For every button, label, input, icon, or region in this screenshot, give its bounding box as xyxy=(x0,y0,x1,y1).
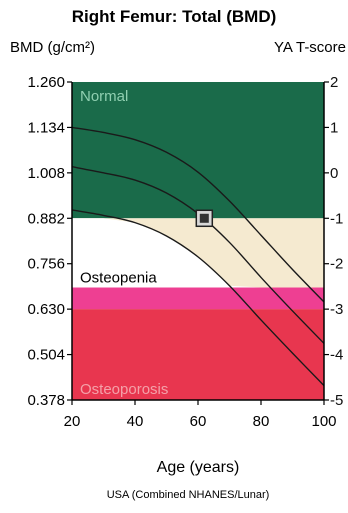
x-tick-label: 100 xyxy=(311,413,336,430)
patient-marker-inner xyxy=(200,214,209,223)
plot-area: Normal Osteopenia Osteoporosis xyxy=(72,82,324,400)
x-tick-label: 60 xyxy=(190,413,207,430)
zone-label-osteopenia: Osteopenia xyxy=(80,270,157,287)
x-tick-label: 80 xyxy=(253,413,270,430)
y-axis-label: BMD (g/cm²) xyxy=(10,39,95,56)
y-tick-label: 0.630 xyxy=(27,301,65,318)
t-score-tick-label: -4 xyxy=(330,347,343,364)
x-tick-label: 40 xyxy=(127,413,144,430)
y-tick-label: 1.260 xyxy=(27,74,65,91)
y-tick-label: 1.134 xyxy=(27,119,65,136)
y-tick-label: 0.756 xyxy=(27,256,65,273)
y-tick-label: 1.008 xyxy=(27,165,65,182)
y-tick-label: 0.882 xyxy=(27,210,65,227)
t-score-tick-label: -5 xyxy=(330,392,343,409)
y-tick-label: 0.378 xyxy=(27,392,65,409)
t-score-tick-label: 0 xyxy=(330,165,338,182)
y-tick-label: 0.504 xyxy=(27,347,65,364)
t-score-axis-label: YA T-score xyxy=(274,39,346,56)
x-tick-label: 20 xyxy=(64,413,81,430)
t-score-tick-label: -1 xyxy=(330,210,343,227)
zone-pink xyxy=(72,288,324,310)
chart-title: Right Femur: Total (BMD) xyxy=(72,7,277,26)
zone-label-osteoporosis: Osteoporosis xyxy=(80,381,168,398)
x-axis-label: Age (years) xyxy=(157,459,240,476)
chart-footnote: USA (Combined NHANES/Lunar) xyxy=(107,489,270,501)
t-score-tick-label: -3 xyxy=(330,301,343,318)
t-score-tick-label: 2 xyxy=(330,74,338,91)
t-score-tick-label: 1 xyxy=(330,119,338,136)
zone-label-normal: Normal xyxy=(80,88,128,105)
t-score-tick-label: -2 xyxy=(330,256,343,273)
